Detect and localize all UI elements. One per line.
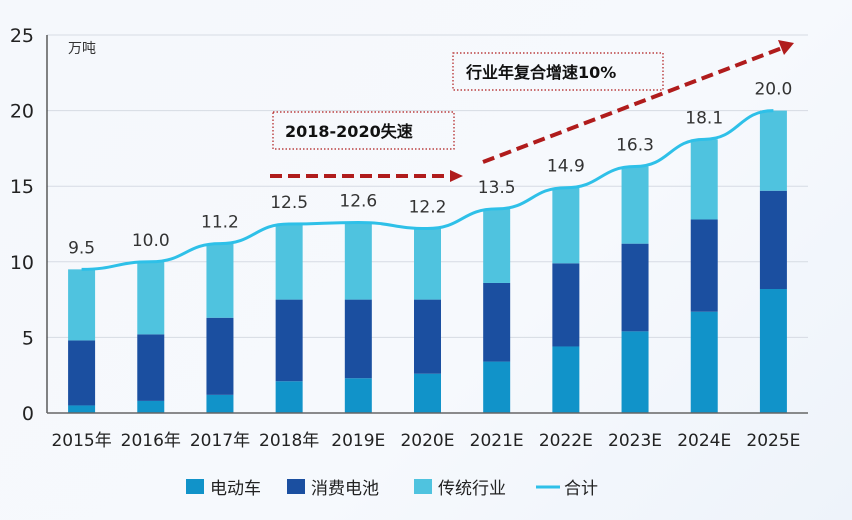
bar-segment-consumer: [68, 340, 96, 406]
data-label: 10.0: [132, 231, 170, 251]
x-tick-label: 2025E: [746, 431, 800, 451]
total-line: [81, 109, 774, 271]
data-label: 12.6: [339, 191, 377, 211]
legend-total-label: 合计: [564, 479, 598, 499]
bar-segment-consumer: [206, 317, 234, 395]
data-label: 12.2: [409, 198, 447, 218]
annotation-cagr-box: [452, 52, 664, 91]
annotation-slowdown-text: 2018-2020失速: [285, 122, 413, 141]
legend-traditional-swatch: [414, 479, 432, 494]
x-tick-label: 2017年: [190, 431, 250, 451]
bar-segment-ev: [552, 346, 580, 413]
annotation-slowdown: 2018-2020失速: [270, 111, 463, 182]
x-tick-label: 2022E: [539, 431, 593, 451]
bar-segment-consumer: [621, 243, 649, 332]
data-label: 16.3: [616, 136, 654, 156]
x-tick-label: 2021E: [470, 431, 524, 451]
annotation-cagr-text: 行业年复合增速10%: [465, 63, 616, 82]
bar-segment-consumer: [137, 334, 165, 401]
legend-consumer-label: 消费电池: [311, 479, 379, 499]
y-tick-label: 10: [10, 252, 34, 274]
legend-traditional-label: 传统行业: [438, 479, 506, 499]
data-label: 13.5: [478, 178, 516, 198]
bar-segment-consumer: [552, 263, 580, 347]
annotation-slowdown-arrowhead: [450, 170, 463, 182]
y-tick-label: 20: [10, 101, 34, 123]
legend-ev-label: 电动车: [210, 479, 261, 499]
data-label: 9.5: [68, 238, 95, 258]
bar-segment-consumer: [759, 190, 787, 290]
legend-consumer-swatch: [287, 479, 305, 494]
total-line-path: [81, 109, 774, 271]
y-tick-label: 25: [10, 25, 34, 47]
bar-segment-traditional: [206, 243, 234, 318]
legend: 电动车 消费电池 传统行业 合计: [186, 479, 598, 499]
y-axis: 0 5 10 15 20 25: [10, 25, 48, 425]
bar-segment-traditional: [68, 269, 96, 341]
gridlines: [47, 34, 808, 338]
bar-segment-ev: [275, 381, 303, 413]
bar-segment-traditional: [275, 224, 303, 300]
data-labels: 9.5 10.0 11.2 12.5 12.6 12.2 13.5 14.9 16.3 18.1 2…: [68, 80, 792, 259]
annotation-slowdown-box: [272, 111, 455, 150]
bar-segment-consumer: [483, 282, 511, 362]
x-tick-label: 2019E: [331, 431, 385, 451]
bar-segment-ev: [344, 378, 372, 413]
bar-segment-consumer: [414, 299, 441, 374]
bar-segment-ev: [690, 311, 718, 413]
data-label: 11.2: [201, 213, 239, 233]
bars: [68, 110, 787, 413]
bar-segment-traditional: [414, 228, 441, 300]
bar-segment-traditional: [621, 166, 649, 244]
bar-segment-ev: [206, 394, 234, 413]
bar-segment-consumer: [344, 299, 372, 379]
x-tick-label: 2016年: [121, 431, 181, 451]
legend-ev-swatch: [186, 479, 204, 494]
bar-segment-ev: [414, 373, 441, 413]
bar-segment-traditional: [552, 187, 580, 264]
bar-segment-traditional: [759, 110, 787, 191]
data-label: 20.0: [754, 80, 792, 100]
bar-segment-consumer: [275, 299, 303, 382]
bar-segment-consumer: [690, 219, 718, 312]
x-tick-label: 2023E: [608, 431, 662, 451]
bar-segment-ev: [137, 400, 165, 413]
bar-segment-traditional: [690, 139, 718, 220]
x-tick-label: 2015年: [51, 431, 111, 451]
annotation-cagr: 行业年复合增速10%: [452, 40, 794, 164]
x-axis: 2015年 2016年 2017年 2018年 2019E 2020E 2021E 2022E…: [47, 412, 808, 451]
bar-segment-traditional: [483, 208, 511, 283]
bar-segment-ev: [759, 289, 787, 413]
bar-segment-ev: [68, 405, 96, 413]
bar-segment-traditional: [137, 261, 165, 335]
bar-segment-ev: [621, 331, 649, 413]
unit-label: 万吨: [68, 41, 96, 57]
x-tick-label: 2018年: [259, 431, 319, 451]
y-tick-label: 0: [22, 403, 34, 425]
data-label: 18.1: [685, 108, 723, 128]
data-label: 12.5: [270, 193, 308, 213]
bar-segment-ev: [483, 361, 511, 413]
y-tick-label: 15: [10, 176, 34, 198]
x-tick-label: 2020E: [400, 431, 454, 451]
y-tick-label: 5: [22, 327, 34, 349]
x-tick-label: 2024E: [677, 431, 731, 451]
bar-segment-traditional: [344, 222, 372, 300]
data-label: 14.9: [547, 157, 585, 177]
annotation-cagr-arrowhead: [778, 40, 794, 55]
